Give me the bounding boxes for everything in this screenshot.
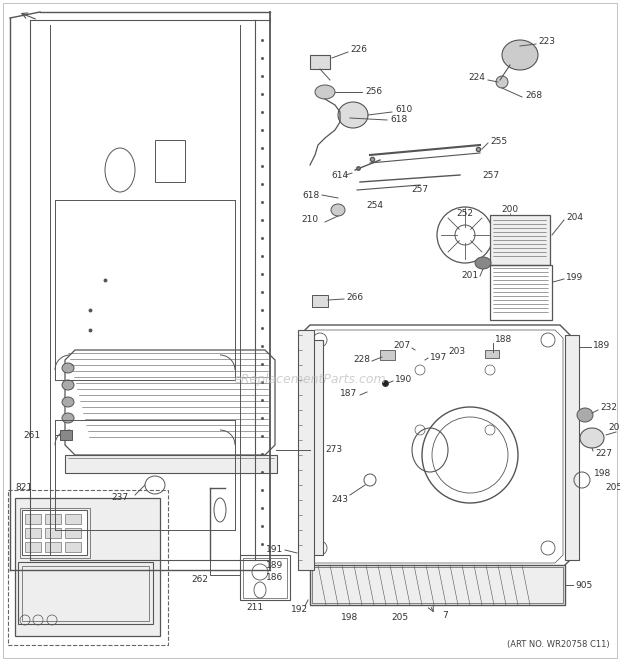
Ellipse shape bbox=[62, 397, 74, 407]
Text: 189: 189 bbox=[266, 561, 283, 570]
Text: 257: 257 bbox=[482, 171, 499, 180]
Ellipse shape bbox=[331, 204, 345, 216]
Ellipse shape bbox=[496, 76, 508, 88]
Text: 186: 186 bbox=[266, 574, 283, 582]
Text: 273: 273 bbox=[325, 446, 342, 455]
Text: 202: 202 bbox=[608, 424, 620, 432]
Text: 268: 268 bbox=[525, 91, 542, 100]
Text: 187: 187 bbox=[340, 389, 357, 397]
Text: 198: 198 bbox=[342, 613, 358, 623]
Bar bbox=[60, 430, 72, 440]
Text: 191: 191 bbox=[266, 545, 283, 555]
Text: 189: 189 bbox=[593, 340, 610, 350]
Text: eReplacementParts.com: eReplacementParts.com bbox=[234, 373, 386, 387]
Ellipse shape bbox=[338, 102, 368, 128]
Text: 192: 192 bbox=[291, 605, 309, 615]
Bar bbox=[565, 335, 579, 560]
Text: 226: 226 bbox=[350, 46, 367, 54]
Text: 190: 190 bbox=[395, 375, 412, 385]
Text: 223: 223 bbox=[538, 38, 555, 46]
Text: 237: 237 bbox=[112, 494, 128, 502]
Text: 257: 257 bbox=[412, 186, 428, 194]
Bar bbox=[210, 560, 240, 575]
Text: 207: 207 bbox=[393, 340, 410, 350]
Text: 232: 232 bbox=[600, 403, 617, 412]
Bar bbox=[310, 55, 330, 69]
Text: 821: 821 bbox=[15, 483, 32, 492]
Text: 255: 255 bbox=[490, 137, 507, 147]
Text: 228: 228 bbox=[353, 356, 370, 364]
Text: 262: 262 bbox=[192, 576, 208, 584]
Bar bbox=[312, 295, 328, 307]
Text: 199: 199 bbox=[566, 274, 583, 282]
Bar bbox=[155, 140, 185, 182]
Bar bbox=[45, 514, 61, 524]
Bar bbox=[485, 350, 499, 358]
Text: 254: 254 bbox=[366, 200, 384, 210]
Text: 205: 205 bbox=[391, 613, 409, 623]
Text: 905: 905 bbox=[575, 580, 592, 590]
Text: 614: 614 bbox=[331, 171, 348, 180]
Ellipse shape bbox=[475, 257, 491, 269]
Ellipse shape bbox=[62, 363, 74, 373]
Bar bbox=[20, 508, 90, 558]
Text: 256: 256 bbox=[365, 87, 382, 97]
Bar bbox=[65, 455, 277, 473]
Ellipse shape bbox=[62, 413, 74, 423]
Text: 227: 227 bbox=[595, 449, 612, 457]
Text: 203: 203 bbox=[448, 348, 465, 356]
Text: (ART NO. WR20758 C11): (ART NO. WR20758 C11) bbox=[507, 641, 610, 650]
Text: 188: 188 bbox=[495, 336, 512, 344]
Text: 224: 224 bbox=[468, 73, 485, 83]
Bar bbox=[308, 340, 323, 555]
Text: 7: 7 bbox=[442, 611, 448, 619]
Text: 252: 252 bbox=[456, 208, 474, 217]
Bar bbox=[243, 558, 287, 598]
Text: 243: 243 bbox=[332, 496, 348, 504]
Text: 204: 204 bbox=[566, 214, 583, 223]
Ellipse shape bbox=[502, 40, 538, 70]
Text: 211: 211 bbox=[246, 603, 264, 613]
Text: 266: 266 bbox=[346, 293, 363, 303]
Bar bbox=[45, 528, 61, 538]
Bar bbox=[312, 567, 563, 603]
Bar bbox=[310, 565, 565, 605]
Ellipse shape bbox=[315, 85, 335, 99]
Bar bbox=[45, 542, 61, 552]
Text: 198: 198 bbox=[594, 469, 611, 477]
Bar bbox=[22, 510, 87, 555]
Ellipse shape bbox=[62, 380, 74, 390]
Bar bbox=[490, 215, 550, 265]
Ellipse shape bbox=[577, 408, 593, 422]
Bar bbox=[298, 330, 314, 570]
Text: 210: 210 bbox=[301, 215, 319, 225]
Bar bbox=[65, 528, 81, 538]
Bar bbox=[8, 490, 168, 645]
Text: 618: 618 bbox=[303, 190, 320, 200]
Bar bbox=[490, 265, 552, 320]
Bar bbox=[18, 562, 153, 624]
Bar bbox=[25, 528, 41, 538]
Bar bbox=[25, 514, 41, 524]
Bar bbox=[65, 514, 81, 524]
Bar bbox=[65, 542, 81, 552]
Text: 261: 261 bbox=[23, 430, 40, 440]
Text: 610: 610 bbox=[395, 106, 412, 114]
Text: 201: 201 bbox=[461, 272, 479, 280]
Bar bbox=[25, 542, 41, 552]
Text: 618: 618 bbox=[390, 116, 407, 124]
Bar bbox=[240, 555, 290, 600]
Text: 205: 205 bbox=[605, 483, 620, 492]
Text: 200: 200 bbox=[502, 206, 518, 215]
Bar bbox=[380, 350, 395, 360]
Ellipse shape bbox=[580, 428, 604, 448]
Bar bbox=[22, 566, 149, 621]
Bar bbox=[15, 498, 160, 636]
Text: 197: 197 bbox=[430, 352, 447, 362]
